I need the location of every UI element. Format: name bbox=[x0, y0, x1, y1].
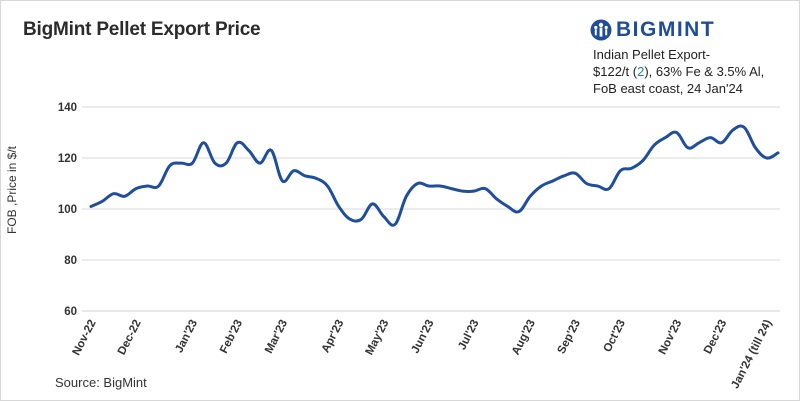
chart-title: BigMint Pellet Export Price bbox=[23, 19, 261, 40]
x-tick-label: Sep'23 bbox=[556, 318, 583, 356]
y-tick-label: 120 bbox=[58, 153, 77, 165]
bigmint-logo: BIGMINT bbox=[590, 15, 715, 45]
x-tick-label: Dec-22 bbox=[116, 318, 144, 357]
x-tick-label: Apr'23 bbox=[320, 318, 347, 355]
x-tick-label: Oct'23 bbox=[602, 318, 628, 354]
price-annotation: Indian Pellet Export- $122/t (2), 63% Fe… bbox=[593, 46, 764, 97]
brand-name: BIGMINT bbox=[616, 18, 716, 41]
y-tick-label: 100 bbox=[58, 204, 77, 216]
y-tick-label: 60 bbox=[64, 306, 77, 318]
source-note: Source: BigMint bbox=[55, 375, 147, 390]
y-tick-label: 140 bbox=[58, 102, 77, 114]
x-tick-label: Aug'23 bbox=[510, 318, 538, 357]
price-series-line bbox=[89, 124, 780, 227]
x-tick-label: Feb'23 bbox=[218, 318, 245, 356]
x-tick-label: Jan'24 (till 24) bbox=[729, 318, 774, 391]
x-tick-label: Nov-22 bbox=[71, 318, 99, 358]
x-tick-label: May'23 bbox=[364, 318, 392, 357]
x-tick-label: Dec'23 bbox=[702, 318, 729, 356]
x-tick-label: Mar'23 bbox=[263, 318, 290, 356]
annotation-line-3: FoB east coast, 24 Jan'24 bbox=[593, 81, 743, 96]
x-tick-label: Jun'23 bbox=[410, 318, 437, 356]
annotation-price: $122/t ( bbox=[593, 64, 638, 79]
x-tick-label: Jul'23 bbox=[456, 318, 481, 352]
x-tick-label: Nov'23 bbox=[657, 318, 685, 357]
annotation-change: 2 bbox=[637, 64, 645, 79]
bigmint-logo-icon bbox=[590, 19, 612, 41]
annotation-spec: ), 63% Fe & 3.5% Al, bbox=[644, 64, 765, 79]
x-tick-label: Jan'23 bbox=[173, 318, 200, 355]
y-tick-label: 80 bbox=[64, 255, 77, 267]
annotation-line-1: Indian Pellet Export- bbox=[593, 47, 711, 62]
annotation-line-2: $122/t (2), 63% Fe & 3.5% Al, bbox=[593, 63, 764, 80]
